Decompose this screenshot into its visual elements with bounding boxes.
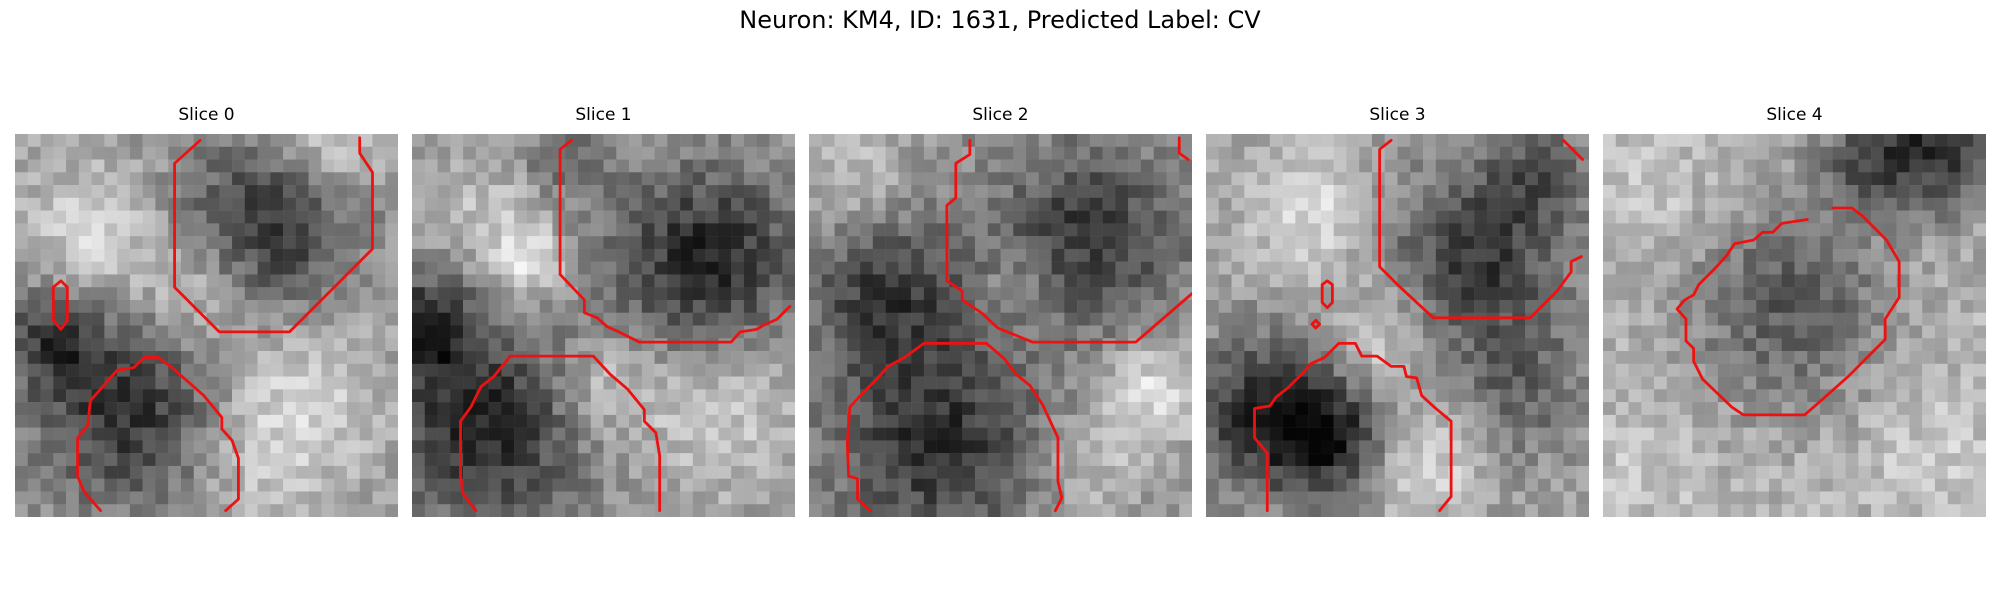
contour-corner xyxy=(1562,138,1585,161)
contour-lower-left xyxy=(845,341,1064,513)
segmentation-contours xyxy=(845,136,1192,513)
slice-image-4 xyxy=(1603,134,1986,517)
grayscale-microscopy-image xyxy=(15,134,398,517)
slice-panel-4: Slice 4 xyxy=(1603,105,1986,517)
slice-title-3: Slice 3 xyxy=(1369,105,1426,125)
contour-upper-right xyxy=(945,138,1192,344)
contour-lower-left xyxy=(459,354,662,513)
grayscale-microscopy-image xyxy=(1603,134,1986,517)
slice-title-1: Slice 1 xyxy=(575,105,632,125)
contour-lower-left xyxy=(76,356,240,513)
slice-image-1 xyxy=(412,134,795,517)
contour-small-oval xyxy=(1320,279,1334,310)
figure-title: Neuron: KM4, ID: 1631, Predicted Label: … xyxy=(739,6,1261,34)
grayscale-microscopy-image xyxy=(412,134,795,517)
slice-title-4: Slice 4 xyxy=(1766,105,1823,125)
contour-corner xyxy=(1177,136,1190,161)
segmentation-contours xyxy=(459,138,792,513)
segmentation-contours xyxy=(51,136,374,513)
contour-upper-right xyxy=(558,138,792,344)
slice-title-0: Slice 0 xyxy=(178,105,235,125)
slice-panel-2: Slice 2 xyxy=(809,105,1192,517)
contour-small-left xyxy=(51,279,69,331)
contour-tiny-circle xyxy=(1310,318,1322,330)
slice-image-2 xyxy=(809,134,1192,517)
slice-image-3 xyxy=(1206,134,1589,517)
contour-cell xyxy=(1675,206,1901,417)
slice-panel-1: Slice 1 xyxy=(412,105,795,517)
slice-panel-0: Slice 0 xyxy=(15,105,398,517)
slice-panel-3: Slice 3 xyxy=(1206,105,1589,517)
grayscale-microscopy-image xyxy=(1206,134,1589,517)
contour-upper-right xyxy=(1378,138,1583,320)
contour-lower-left xyxy=(1253,341,1453,513)
slice-title-2: Slice 2 xyxy=(972,105,1029,125)
grayscale-microscopy-image xyxy=(809,134,1192,517)
segmentation-contours xyxy=(1675,206,1901,417)
contour-upper-right xyxy=(173,136,374,334)
segmentation-contours xyxy=(1253,138,1585,513)
slice-image-0 xyxy=(15,134,398,517)
